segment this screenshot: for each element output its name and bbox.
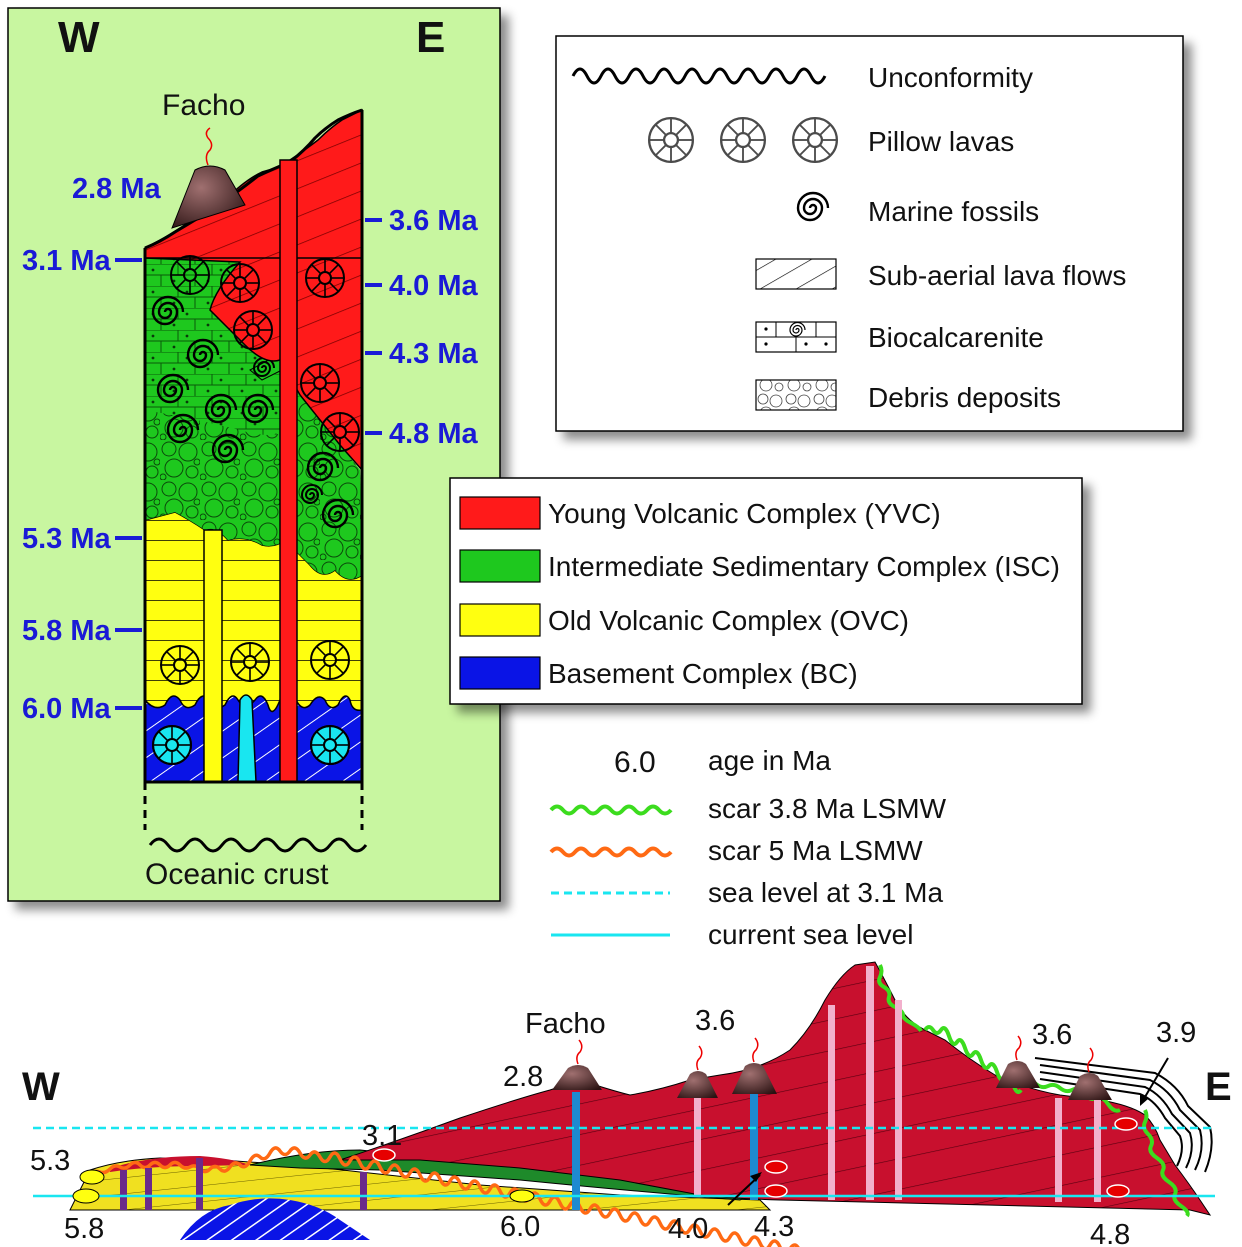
section-pink-dikes bbox=[694, 966, 1101, 1202]
age-label-4-8: 4.8 Ma bbox=[389, 418, 479, 450]
section-age-4-0: 4.0 bbox=[668, 1213, 708, 1245]
basement-pillows bbox=[152, 725, 350, 765]
legend-biocalcarenite-label: Biocalcarenite bbox=[868, 322, 1044, 353]
section-age-3-9: 3.9 bbox=[1156, 1017, 1196, 1049]
age-example-value: 6.0 bbox=[614, 746, 656, 779]
column-base-label: Oceanic crust bbox=[145, 858, 329, 891]
column-volcano-name: Facho bbox=[162, 89, 245, 122]
legend-bc-label: Basement Complex (BC) bbox=[548, 658, 858, 689]
age-example-label: age in Ma bbox=[708, 745, 831, 776]
section-blue-dike bbox=[572, 1092, 580, 1210]
age-label-5-3: 5.3 Ma bbox=[22, 523, 112, 555]
age-label-4-3: 4.3 Ma bbox=[389, 338, 479, 370]
section-age-4-3: 4.3 bbox=[754, 1211, 794, 1243]
legend-swatch-isc bbox=[459, 549, 541, 583]
complex-legend: Young Volcanic Complex (YVC) Intermediat… bbox=[449, 477, 1083, 705]
legend-scar-3-8-label: scar 3.8 Ma LSMW bbox=[708, 793, 947, 824]
legend-swatch-bc bbox=[459, 656, 541, 690]
legend-unconformity-label: Unconformity bbox=[868, 62, 1033, 93]
unconformity-icon bbox=[571, 67, 827, 85]
stratigraphic-column-panel: W E bbox=[7, 7, 501, 902]
section-age-3-1: 3.1 bbox=[362, 1120, 402, 1152]
section-age-3-6-east: 3.6 bbox=[1032, 1019, 1072, 1051]
section-east-label: E bbox=[1205, 1065, 1232, 1109]
legend-scar-5-label: scar 5 Ma LSMW bbox=[708, 835, 923, 866]
age-label-3-1: 3.1 Ma bbox=[22, 245, 112, 277]
age-label-6-0: 6.0 Ma bbox=[22, 693, 112, 725]
legend-debris-label: Debris deposits bbox=[868, 382, 1061, 413]
age-label-3-6: 3.6 Ma bbox=[389, 205, 479, 237]
column-west-label: W bbox=[58, 13, 100, 62]
section-age-3-6-west: 3.6 bbox=[695, 1005, 735, 1037]
legend-pillow-lavas-label: Pillow lavas bbox=[868, 126, 1014, 157]
section-basement bbox=[180, 1198, 370, 1240]
section-age-4-8: 4.8 bbox=[1090, 1219, 1130, 1247]
legend-swatch-ovc bbox=[459, 603, 541, 637]
age-labels-left: 3.1 Ma 5.3 Ma 5.8 Ma 6.0 Ma bbox=[22, 245, 142, 725]
biocalcarenite-icon bbox=[755, 321, 837, 353]
legend-lava-flows-label: Sub-aerial lava flows bbox=[868, 260, 1126, 291]
age-label-5-8: 5.8 Ma bbox=[22, 615, 112, 647]
legend-yvc-label: Young Volcanic Complex (YVC) bbox=[548, 498, 941, 529]
legend-sea-level-3-1-label: sea level at 3.1 Ma bbox=[708, 877, 943, 908]
section-age-2-8: 2.8 bbox=[503, 1061, 543, 1093]
ovc-dike bbox=[203, 529, 223, 783]
legend-isc-label: Intermediate Sedimentary Complex (ISC) bbox=[548, 551, 1060, 582]
age-label-4-0: 4.0 Ma bbox=[389, 270, 479, 302]
lava-flow-icon bbox=[755, 258, 837, 290]
legend-swatch-yvc bbox=[459, 496, 541, 530]
yvc-dike bbox=[279, 159, 298, 783]
age-label-2-8: 2.8 Ma bbox=[72, 173, 162, 205]
section-west-label: W bbox=[22, 1065, 60, 1109]
scar-5-line-icon bbox=[549, 846, 673, 858]
basement-dike bbox=[237, 694, 257, 783]
debris-icon bbox=[755, 379, 837, 411]
section-age-5-8: 5.8 bbox=[64, 1213, 104, 1245]
section-purple-dikes bbox=[120, 1158, 367, 1210]
section-volcanoes bbox=[552, 1035, 1112, 1100]
age-labels-right: 3.6 Ma 4.0 Ma 4.3 Ma 4.8 Ma bbox=[365, 205, 479, 450]
legend-marine-fossils-label: Marine fossils bbox=[868, 196, 1039, 227]
legend-ovc-label: Old Volcanic Complex (OVC) bbox=[548, 605, 909, 636]
line-legend: 6.0 age in Ma scar 3.8 Ma LSMW scar 5 Ma… bbox=[549, 745, 947, 950]
legend-current-sea-level-label: current sea level bbox=[708, 919, 913, 950]
symbol-legend: Unconformity Pillow lavas Marine fossils… bbox=[555, 35, 1184, 432]
cross-section: W E Facho 2.8 3.6 3.6 3.9 3.1 5.3 5.8 6.… bbox=[22, 961, 1232, 1247]
section-volcano-name: Facho bbox=[525, 1008, 606, 1040]
scar-3-8-line-icon bbox=[549, 804, 673, 816]
section-age-6-0: 6.0 bbox=[500, 1211, 540, 1243]
section-blue-dike bbox=[750, 1092, 758, 1200]
column-east-label: E bbox=[416, 13, 445, 62]
section-age-5-3: 5.3 bbox=[30, 1145, 70, 1177]
column-unconformity bbox=[148, 837, 368, 853]
facho-volcano: Facho bbox=[162, 89, 246, 229]
